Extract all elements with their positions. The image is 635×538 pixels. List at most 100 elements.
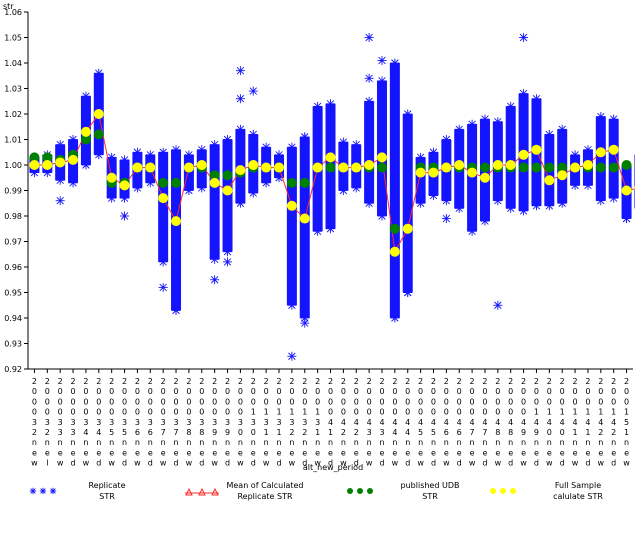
replicate-outlier [622, 214, 632, 224]
replicate-point [287, 300, 297, 310]
replicate-outlier [377, 55, 387, 65]
full-sample-point [106, 172, 117, 183]
full-sample-point [364, 160, 375, 170]
x-tick-label-char: e [405, 448, 410, 457]
x-tick-label-char: n [109, 438, 114, 447]
full-sample-point [479, 172, 490, 183]
x-tick-label-char: 0 [96, 397, 101, 406]
x-tick-label-char: n [392, 438, 397, 447]
replicate-point [519, 89, 529, 99]
published-point [209, 170, 220, 181]
x-tick-label-char: 2 [482, 377, 487, 386]
replicate-point [171, 145, 181, 155]
x-tick-label-char: e [470, 448, 475, 457]
x-tick-label-char: w [211, 459, 218, 468]
x-tick-label-char: 0 [32, 408, 37, 417]
published-point [389, 223, 400, 234]
x-tick-label-char: 2 [186, 377, 191, 386]
full-sample-point [299, 213, 310, 224]
replicate-point [326, 224, 335, 234]
x-tick-label-char: 4 [367, 418, 372, 427]
x-tick-label-char: 9 [212, 428, 217, 437]
y-axis: 0.92 0.93 0.94 0.95 0.96 0.97 0.98 0.99 1.00 1.01… [4, 8, 28, 374]
x-tick-label-char: e [289, 448, 294, 457]
x-tick-label-char: 2 [238, 377, 243, 386]
x-tick-label-char: n [58, 438, 63, 447]
x-tick-label-char: 3 [289, 418, 294, 427]
x-tick-label-char: 0 [32, 387, 37, 396]
replicate-point [68, 178, 78, 188]
x-tick-label-char: 4 [611, 418, 616, 427]
x-tick-label-char: 0 [444, 387, 449, 396]
x-tick-label-char: d [122, 459, 127, 468]
x-tick-label-char: 3 [32, 418, 37, 427]
full-sample-point [132, 162, 143, 173]
x-tick-label-char: 5 [431, 428, 436, 437]
y-tick-label: 1.00 [4, 161, 22, 170]
x-tick-label-char: 0 [585, 397, 590, 406]
x-tick-label-char: 3 [276, 418, 281, 427]
replicate-outlier [326, 106, 335, 116]
full-sample-point [454, 160, 465, 170]
x-tick-label-char: l [46, 459, 48, 468]
x-tick-label-char: 9 [534, 428, 539, 437]
replicate-point [441, 135, 451, 144]
replicate-band [467, 124, 478, 232]
x-tick-label-char: n [482, 438, 487, 447]
x-tick-label-char: e [122, 448, 127, 457]
x-tick-label-char: e [109, 448, 114, 457]
replicate-point [313, 101, 323, 111]
replicate-point [184, 150, 194, 160]
x-tick-label-char: 0 [418, 387, 423, 396]
x-tick-label-char: 0 [161, 387, 166, 396]
full-sample-point [415, 167, 426, 178]
replicate-point [197, 183, 207, 193]
x-tick-label-char: 0 [521, 387, 526, 396]
legend-dot-icon [490, 488, 496, 494]
legend-triangle-icon [211, 487, 219, 496]
x-tick-label-char: 0 [547, 387, 552, 396]
x-tick-label-char: 3 [379, 428, 384, 437]
y-tick-label: 1.02 [4, 110, 22, 119]
x-tick-label-char: n [148, 438, 153, 447]
replicate-point [506, 203, 516, 213]
legend-label: STR [422, 492, 438, 501]
replicate-point [609, 193, 619, 203]
x-tick-label-char: 0 [212, 397, 217, 406]
replicate-point [583, 145, 593, 155]
x-tick-label-char: 0 [521, 408, 526, 417]
replicate-point [81, 160, 91, 170]
x-tick-label-char: 2 [302, 377, 307, 386]
x-tick-label-char: d [71, 459, 76, 468]
x-tick-label-char: 0 [302, 387, 307, 396]
x-tick-label-char: 1 [585, 428, 590, 437]
full-sample-point [582, 160, 593, 170]
full-sample-point [183, 162, 194, 173]
x-tick-label-char: 0 [560, 397, 565, 406]
x-tick-label-char: 0 [173, 397, 178, 406]
x-tick-label-char: n [354, 438, 359, 447]
replicate-point [390, 313, 400, 323]
replicate-outlier [120, 211, 130, 221]
x-tick-label-char: 4 [547, 418, 552, 427]
replicate-point [467, 119, 477, 129]
x-tick-label-char: 4 [573, 418, 578, 427]
replicate-point [493, 117, 503, 127]
x-tick-label-char: w [134, 459, 141, 468]
replicate-point [145, 178, 155, 188]
x-tick-label-char: d [379, 459, 384, 468]
replicate-outlier [171, 305, 181, 315]
replicate-point [120, 155, 130, 165]
x-tick-label-char: e [45, 448, 50, 457]
x-tick-label-char: 0 [276, 397, 281, 406]
x-tick-label-char: 2 [45, 377, 50, 386]
x-tick-label-char: n [521, 438, 526, 447]
x-tick-label-char: 0 [354, 387, 359, 396]
full-sample-point [595, 147, 606, 158]
x-tick-label-char: 0 [58, 397, 63, 406]
x-tick-label-char: 5 [624, 418, 629, 427]
full-sample-point [145, 162, 156, 173]
replicate-point [480, 114, 490, 124]
x-tick-label-char: e [598, 448, 603, 457]
x-tick-label-char: 2 [45, 428, 50, 437]
